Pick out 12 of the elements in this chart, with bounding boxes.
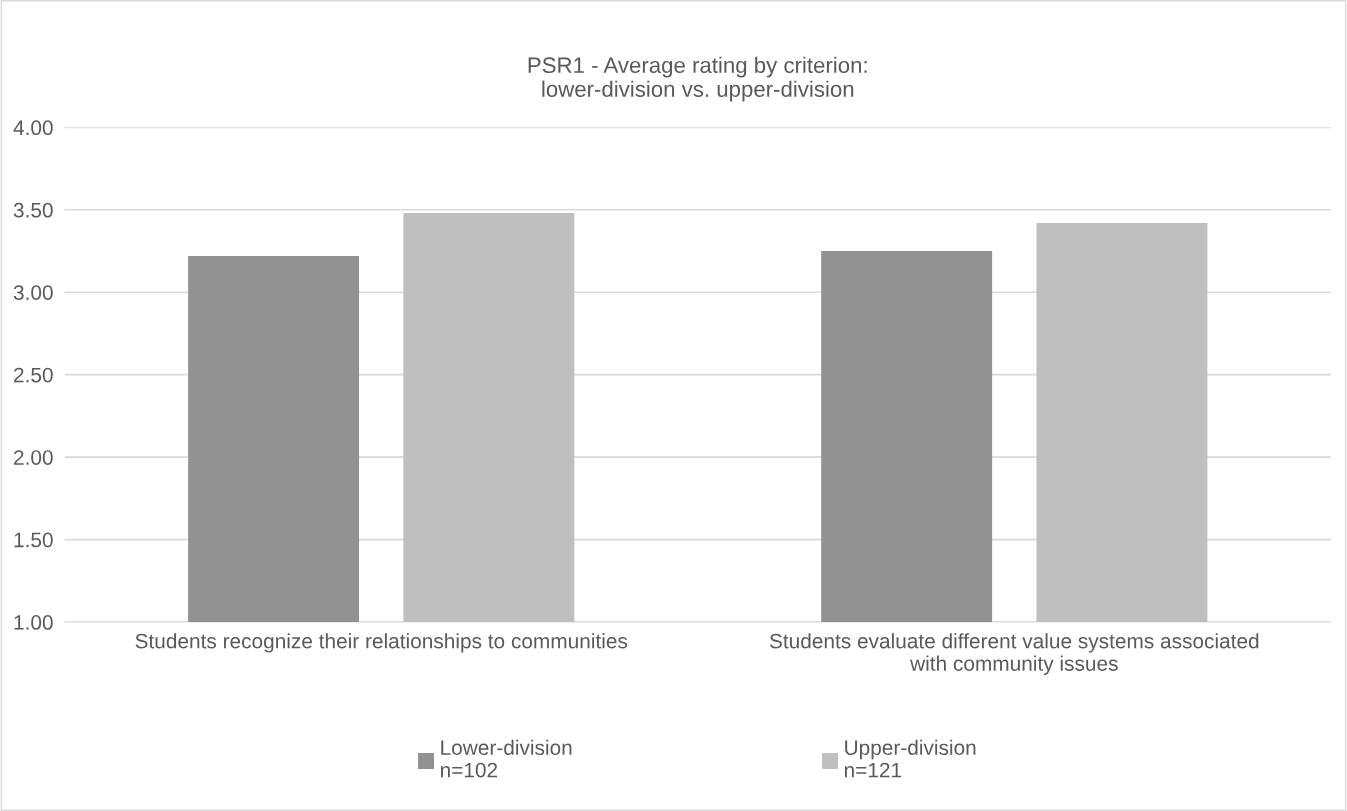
y-tick-label: 1.50 [14,532,53,548]
x-tick-label: Students recognize their relationships to communities [135,633,628,653]
y-tick-label: 1.00 [14,615,53,630]
legend-label: Lower-division n=102 [440,739,572,778]
chart-title: PSR1 - Average rating by criterion: lower-division vs. upper-division [528,56,867,102]
y-tick-label: 3.00 [13,285,53,300]
x-tick-label: Students evaluate different value systems associated with community issues [769,633,1259,676]
y-tick-label: 4.00 [13,120,53,136]
y-tick-label: 2.50 [14,367,53,383]
legend-label: Upper-division n=121 [844,739,976,778]
y-tick-label: 2.00 [14,450,53,465]
y-tick-label: 3.50 [13,202,53,218]
